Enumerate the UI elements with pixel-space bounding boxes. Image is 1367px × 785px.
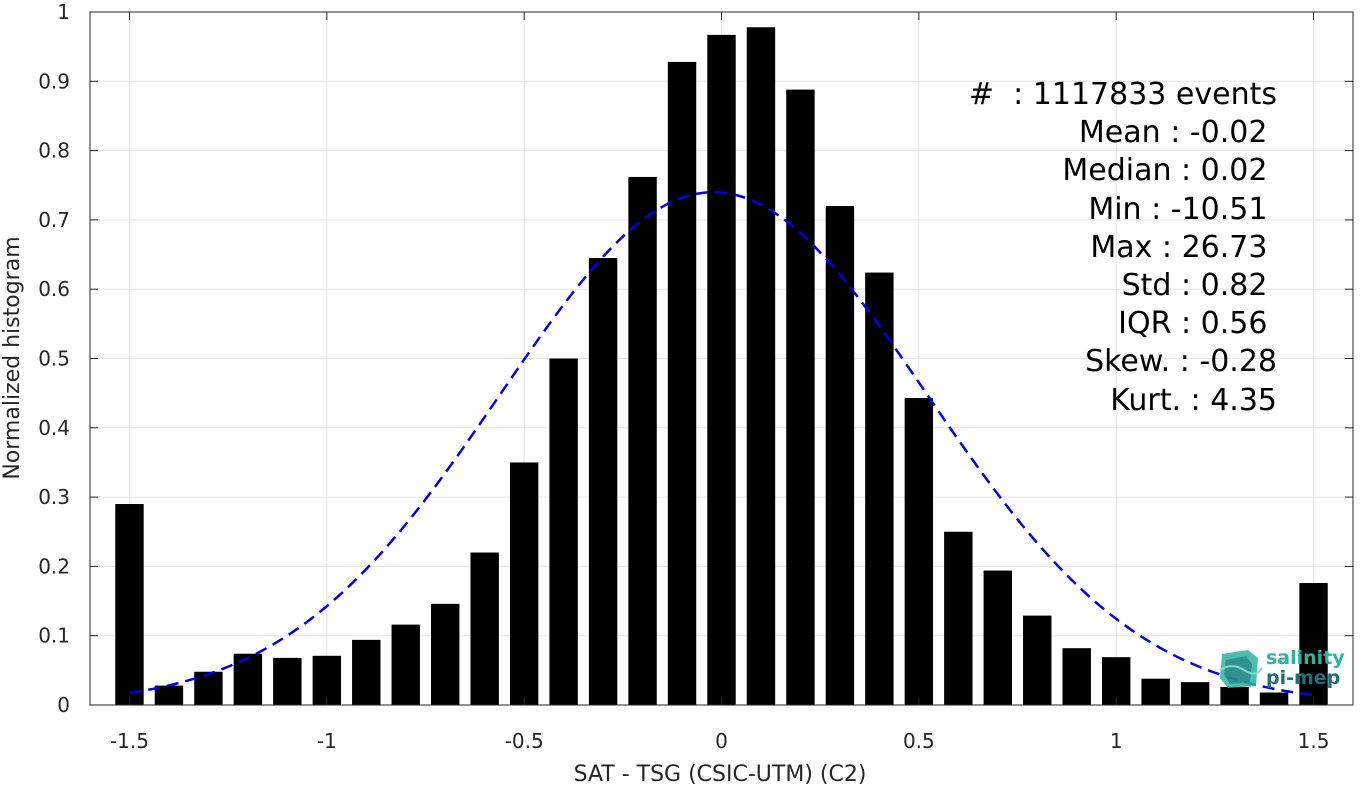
y-axis-label: Normalized histogram bbox=[0, 236, 25, 479]
histogram-bar bbox=[233, 653, 263, 705]
bars bbox=[115, 27, 1328, 706]
histogram-bar bbox=[1023, 615, 1052, 705]
histogram-bar bbox=[983, 570, 1012, 705]
y-tick-label: 0.2 bbox=[38, 554, 70, 578]
x-tick-label: 0.5 bbox=[903, 729, 935, 753]
stat-kurt: Kurt. : 4.35 bbox=[1110, 382, 1277, 418]
x-tick-label: 0 bbox=[715, 729, 728, 753]
statistics-box: # : 1117833 events Mean : -0.02 Median :… bbox=[969, 76, 1277, 420]
histogram-bar bbox=[312, 655, 342, 705]
stat-iqr: IQR : 0.56 bbox=[1118, 306, 1277, 342]
logo-text-pimep: pi-mep bbox=[1266, 667, 1341, 689]
x-tick-label: 1.5 bbox=[1298, 729, 1330, 753]
x-tick-label: -0.5 bbox=[505, 729, 544, 753]
histogram-bar bbox=[509, 462, 539, 705]
histogram-bar bbox=[628, 176, 657, 705]
histogram-bar bbox=[115, 504, 144, 705]
histogram-bar bbox=[825, 206, 855, 706]
stat-mean: Mean : -0.02 bbox=[1078, 115, 1277, 151]
logo-text-salinity: salinity bbox=[1266, 647, 1345, 669]
histogram-bar bbox=[431, 603, 460, 705]
histogram-bar bbox=[470, 552, 499, 705]
stat-std: Std : 0.82 bbox=[1121, 268, 1277, 304]
y-tick-label: 0.4 bbox=[38, 416, 70, 440]
histogram-bar bbox=[1220, 686, 1249, 705]
histogram-bar bbox=[944, 531, 973, 705]
axes bbox=[89, 11, 1354, 706]
stat-max: Max : 26.73 bbox=[1090, 229, 1277, 265]
histogram-bar bbox=[1062, 648, 1091, 705]
y-tick-label: 0.5 bbox=[38, 347, 70, 371]
histogram-bar bbox=[707, 34, 736, 705]
y-tick-label: 0.6 bbox=[38, 277, 70, 301]
stat-events: # : 1117833 events bbox=[968, 77, 1277, 112]
histogram-bar bbox=[1180, 682, 1210, 705]
logo-wave-icon bbox=[1219, 650, 1262, 688]
y-tick-label: 1 bbox=[57, 0, 70, 24]
histogram-bar bbox=[1299, 583, 1328, 705]
y-tick-labels: 0 0.1 0.2 0.3 0.4 0.5 0.6 0.7 0.8 0.9 1 bbox=[38, 0, 70, 717]
y-tick-label: 0.1 bbox=[38, 624, 70, 648]
histogram-bar bbox=[865, 272, 894, 705]
x-tick-labels: -1.5 -1 -0.5 0 0.5 1 1.5 bbox=[110, 729, 1329, 753]
histogram-bar bbox=[391, 624, 420, 705]
histogram-bar bbox=[786, 89, 815, 706]
stat-skew: Skew. : -0.28 bbox=[1085, 344, 1277, 380]
histogram-bar bbox=[194, 671, 223, 705]
histogram-bar bbox=[352, 639, 381, 705]
gaussian-fit-curve bbox=[129, 190, 1314, 697]
histogram-bar bbox=[588, 258, 618, 705]
x-tick-label: 1 bbox=[1110, 729, 1123, 753]
histogram-bar bbox=[1259, 692, 1289, 705]
stat-min: Min : -10.51 bbox=[1088, 191, 1277, 227]
y-tick-label: 0 bbox=[57, 693, 70, 717]
x-axis-label: SAT - TSG (CSIC-UTM) (C2) bbox=[574, 762, 867, 785]
y-tick-label: 0.7 bbox=[38, 208, 70, 232]
histogram-bar bbox=[1141, 678, 1170, 705]
y-tick-label: 0.8 bbox=[38, 139, 70, 163]
y-tick-label: 0.3 bbox=[38, 485, 70, 509]
x-tick-label: -1 bbox=[317, 729, 337, 753]
histogram-bar bbox=[667, 61, 697, 706]
histogram-bar bbox=[549, 358, 578, 705]
histogram-bar bbox=[746, 27, 776, 706]
salinity-pimep-logo: salinity pi-mep bbox=[1218, 646, 1348, 692]
x-tick-label: -1.5 bbox=[110, 729, 149, 753]
histogram-bar bbox=[273, 657, 302, 705]
stat-median: Median : 0.02 bbox=[1062, 153, 1277, 189]
histogram-bar bbox=[154, 685, 184, 705]
y-tick-label: 0.9 bbox=[38, 69, 70, 93]
histogram-bar bbox=[904, 398, 934, 705]
